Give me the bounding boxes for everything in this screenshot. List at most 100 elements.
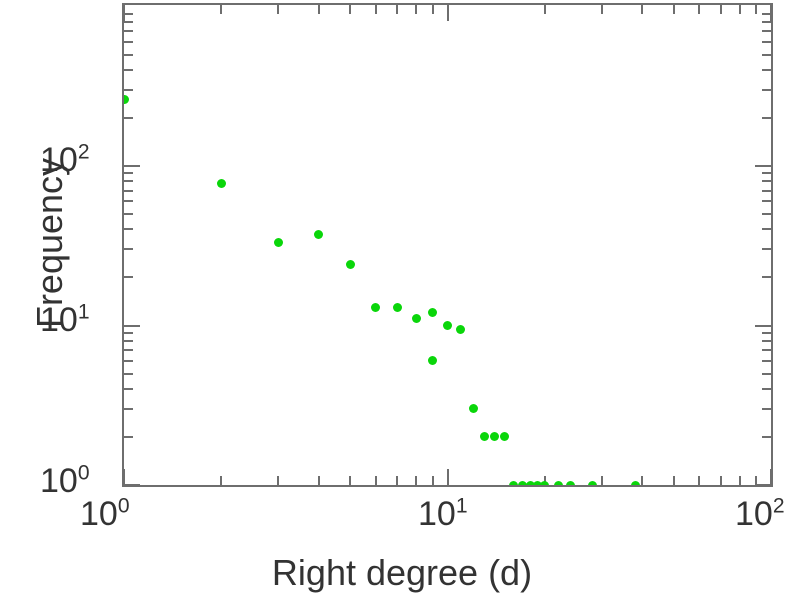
y-axis-tick — [124, 172, 133, 175]
data-point — [490, 432, 500, 442]
y-axis-tick — [762, 228, 771, 231]
y-axis-tick — [762, 339, 771, 342]
y-axis-tick — [124, 165, 140, 167]
y-axis-tick — [124, 189, 133, 192]
x-axis-tick — [755, 476, 758, 485]
y-axis-tick — [762, 407, 771, 410]
x-axis-tick — [641, 476, 644, 485]
y-axis-tick — [124, 200, 133, 203]
x-axis-tick — [543, 5, 546, 14]
y-axis-tick — [762, 276, 771, 279]
x-axis-tick — [446, 469, 449, 485]
y-axis-tick — [762, 200, 771, 203]
x-axis-tick — [317, 476, 320, 485]
y-axis-tick — [755, 324, 771, 327]
data-point — [411, 314, 421, 324]
data-point — [540, 480, 550, 485]
y-axis-tick — [124, 30, 133, 33]
x-tick-label-100: 102 — [735, 494, 785, 533]
y-axis-tick — [124, 53, 133, 56]
y-axis-tick — [762, 189, 771, 192]
x-axis-tick — [396, 5, 399, 14]
x-axis-tick — [220, 5, 223, 14]
data-point — [392, 302, 402, 312]
x-axis-tick — [738, 476, 741, 485]
x-axis-tick — [415, 5, 418, 14]
x-tick-label-1: 100 — [80, 494, 130, 533]
y-axis-tick — [762, 40, 771, 43]
data-point — [509, 480, 519, 485]
y-axis-tick — [762, 213, 771, 215]
x-axis-tick — [446, 5, 449, 21]
y-axis-tick — [124, 213, 133, 215]
y-axis-tick — [762, 20, 771, 23]
x-axis-tick — [755, 5, 758, 14]
y-axis-tick — [762, 116, 771, 119]
y-axis-tick — [124, 12, 133, 15]
y-axis-tick — [124, 387, 133, 390]
y-axis-tick — [762, 30, 771, 33]
y-axis-tick — [124, 339, 133, 342]
x-tick-label-10: 101 — [418, 494, 468, 533]
x-axis-tick — [600, 5, 603, 14]
y-axis-tick — [124, 276, 133, 279]
y-axis-tick — [762, 331, 771, 334]
data-point — [479, 432, 489, 442]
x-axis-tick — [220, 476, 223, 485]
y-axis-tick — [762, 349, 771, 352]
y-axis-tick — [762, 372, 771, 375]
x-axis-tick — [277, 5, 280, 14]
y-axis-tick — [124, 372, 133, 375]
x-axis-tick — [719, 5, 722, 14]
x-axis-tick — [349, 476, 352, 485]
y-axis-tick — [755, 165, 771, 167]
y-axis-tick — [124, 180, 133, 183]
data-point — [124, 95, 129, 105]
data-point — [553, 480, 563, 485]
data-point — [456, 324, 466, 334]
data-point — [428, 356, 438, 366]
x-axis-tick — [415, 476, 418, 485]
data-point — [371, 302, 381, 312]
x-axis-tick — [396, 476, 399, 485]
x-axis-tick — [317, 5, 320, 14]
data-point — [525, 480, 535, 485]
y-axis-tick — [762, 359, 771, 362]
y-axis-tick — [124, 324, 140, 327]
y-axis-tick — [762, 53, 771, 56]
y-axis-tick — [124, 40, 133, 43]
plot-area — [124, 5, 771, 485]
data-point — [428, 308, 438, 318]
data-point — [630, 480, 640, 485]
x-axis-tick — [431, 5, 434, 14]
y-axis-tick — [762, 180, 771, 183]
y-axis-tick — [762, 12, 771, 15]
y-axis-tick — [124, 116, 133, 119]
y-axis-tick — [755, 484, 771, 485]
y-tick-label-10: 101 — [40, 300, 90, 339]
x-axis-tick — [374, 476, 377, 485]
y-axis-tick — [762, 435, 771, 438]
data-point — [314, 230, 324, 240]
y-axis-tick — [762, 88, 771, 91]
y-axis-tick — [124, 68, 133, 71]
data-point — [216, 178, 226, 188]
y-axis-tick — [124, 484, 140, 485]
x-axis-tick — [431, 476, 434, 485]
y-axis-tick — [124, 228, 133, 231]
y-tick-label-1: 100 — [40, 461, 90, 500]
y-axis-tick — [124, 331, 133, 334]
y-axis-tick — [124, 248, 133, 251]
data-point — [533, 480, 543, 485]
x-axis-tick — [698, 5, 701, 14]
x-axis-tick — [374, 5, 377, 14]
y-axis-tick — [124, 407, 133, 410]
y-axis-tick — [762, 172, 771, 175]
y-axis-tick — [124, 349, 133, 352]
x-axis-tick — [600, 476, 603, 485]
data-point — [443, 321, 452, 330]
x-axis-tick — [641, 5, 644, 14]
y-axis-title: Frequency — [29, 157, 70, 329]
data-point — [273, 238, 283, 248]
